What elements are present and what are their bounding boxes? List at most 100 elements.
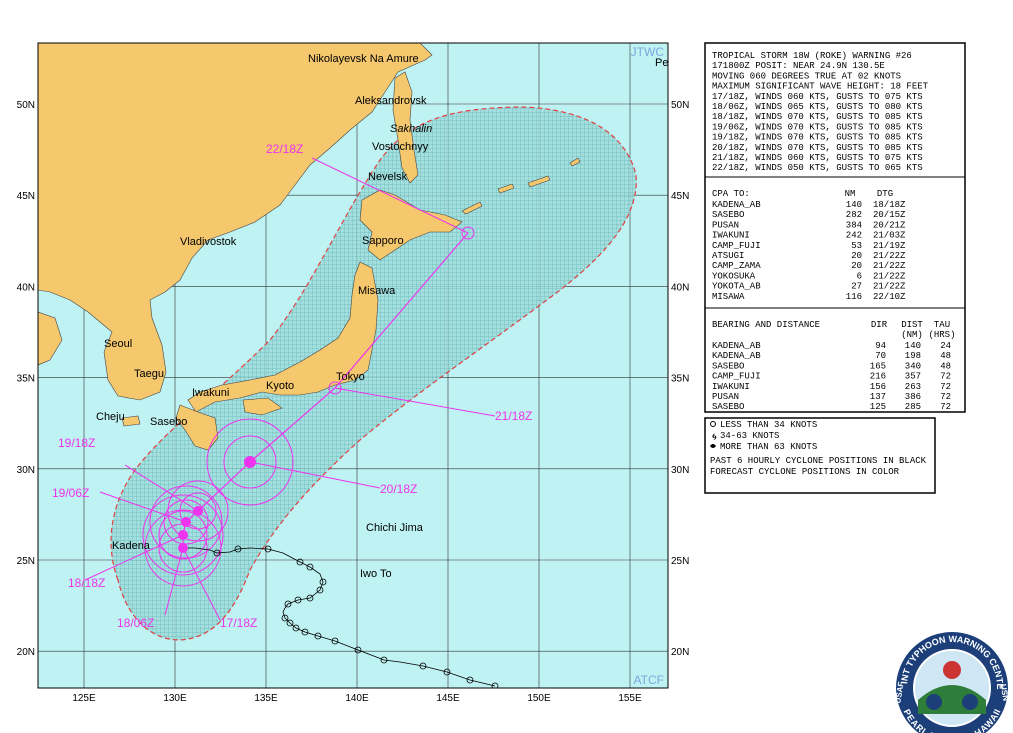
warning-line: 17/18Z, WINDS 060 KTS, GUSTS TO 075 KTS [712, 92, 923, 102]
seal-art [943, 661, 961, 679]
place: Kyoto [266, 380, 294, 392]
cpa-cell: 21/22Z [873, 261, 906, 271]
bearing-cell: 72 [940, 372, 951, 382]
cpa-cell: 21/19Z [873, 241, 906, 251]
bearing-cell: PUSAN [712, 392, 739, 402]
lat-label: 30N [17, 465, 35, 476]
place: Misawa [358, 285, 396, 297]
place: Sapporo [362, 235, 404, 247]
map: Nikolayevsk Na Amure Aleksandrovsk Sakha… [38, 43, 668, 688]
cpa-cell: 20 [851, 251, 862, 261]
bearing-cell: 48 [940, 361, 951, 371]
seal-art [926, 694, 942, 710]
bearing-units: (HRS) [928, 330, 955, 340]
cpa-cell: 384 [846, 220, 862, 230]
warning-line: MOVING 060 DEGREES TRUE AT 02 KNOTS [712, 71, 901, 81]
legend-item: 34-63 KNOTS [720, 431, 779, 441]
time-label: 19/18Z [58, 436, 95, 450]
place: Sasebo [150, 416, 187, 428]
lat-label: 25N [17, 556, 35, 567]
place: Cheju [96, 411, 125, 423]
lat-label: 25N [671, 556, 689, 567]
warning-line: 19/18Z, WINDS 070 KTS, GUSTS TO 085 KTS [712, 133, 923, 143]
bearing-cell: CAMP_FUJI [712, 372, 761, 382]
time-label: 21/18Z [495, 409, 532, 423]
cpa-cell: 20/15Z [873, 210, 906, 220]
bearing-cell: 24 [940, 341, 951, 351]
time-label: 18/18Z [68, 576, 105, 590]
seal-art [962, 694, 978, 710]
place: Vladivostok [180, 236, 237, 248]
cpa-header: NM [845, 189, 856, 199]
bearing-cell: KADENA_AB [712, 341, 761, 351]
bearing-cell: 72 [940, 402, 951, 412]
place: Kadena [112, 540, 151, 552]
cpa-header: CPA TO: [712, 189, 750, 199]
warning-line: TROPICAL STORM 18W (ROKE) WARNING #26 [712, 51, 912, 61]
time-labels: 22/18Z 21/18Z 20/18Z 19/18Z 19/06Z 18/18… [52, 142, 532, 630]
cpa-cell: 21/03Z [873, 231, 906, 241]
place: Vostochnyy [372, 141, 429, 153]
time-label: 17/18Z [220, 616, 257, 630]
place: Sakhalin [390, 123, 432, 135]
legend-item: MORE THAN 63 KNOTS [720, 442, 817, 452]
warning-line: 19/06Z, WINDS 070 KTS, GUSTS TO 085 KTS [712, 122, 923, 132]
bearing-cell: 70 [875, 351, 886, 361]
place: Nevelsk [368, 171, 408, 183]
danger-area [110, 106, 637, 641]
place: Iwakuni [192, 387, 229, 399]
cpa-cell: MISAWA [712, 292, 745, 302]
lat-label: 50N [17, 100, 35, 111]
warning-line: 22/18Z, WINDS 050 KTS, GUSTS TO 065 KTS [712, 163, 923, 173]
warning-line: 18/18Z, WINDS 070 KTS, GUSTS TO 085 KTS [712, 112, 923, 122]
bearing-cell: 263 [905, 382, 921, 392]
lon-label: 125E [72, 693, 96, 704]
bearing-cell: 285 [905, 402, 921, 412]
past-positions [213, 545, 499, 688]
bearing-cell: KADENA_AB [712, 351, 761, 361]
bearing-header: BEARING AND DISTANCE [712, 320, 820, 330]
lat-label: 20N [17, 647, 35, 658]
place: Nikolayevsk Na Amure [308, 53, 419, 65]
lat-label: 45N [17, 191, 35, 202]
bearing-cell: 340 [905, 361, 921, 371]
place-labels: Nikolayevsk Na Amure Aleksandrovsk Sakha… [96, 53, 668, 580]
forecast-positions [178, 456, 256, 553]
place: Taegu [134, 368, 164, 380]
warning-line: 18/06Z, WINDS 065 KTS, GUSTS TO 080 KTS [712, 102, 923, 112]
cpa-cell: 20 [851, 261, 862, 271]
legend-note: FORECAST CYCLONE POSITIONS IN COLOR [710, 467, 900, 477]
cpa-cell: SASEBO [712, 210, 744, 220]
cpa-cell: YOKOTA_AB [712, 282, 761, 292]
lon-label: 135E [254, 693, 278, 704]
bearing-cell: SASEBO [712, 402, 744, 412]
legend-symbol: 🌀︎ [712, 432, 717, 443]
cpa-header: DTG [877, 189, 893, 199]
past-track [183, 547, 496, 687]
cpa-cell: CAMP_FUJI [712, 241, 761, 251]
cpa-cell: 21/22Z [873, 251, 906, 261]
cpa-cell: 20/21Z [873, 220, 906, 230]
warning-line: 20/18Z, WINDS 070 KTS, GUSTS TO 085 KTS [712, 143, 923, 153]
lon-label: 140E [345, 693, 369, 704]
cpa-cell: 22/10Z [873, 292, 906, 302]
bearing-header: DIST [901, 320, 923, 330]
cpa-cell: KADENA_AB [712, 200, 761, 210]
badge: JTWC [631, 45, 665, 59]
bearing-cell: SASEBO [712, 361, 744, 371]
cpa-cell: IWAKUNI [712, 231, 750, 241]
lon-label: 150E [527, 693, 551, 704]
cpa-cell: 21/22Z [873, 282, 906, 292]
bearing-cell: 137 [870, 392, 886, 402]
lat-label: 35N [17, 374, 35, 385]
time-label: 20/18Z [380, 482, 417, 496]
place: Chichi Jima [366, 522, 424, 534]
legend-symbol [710, 421, 716, 427]
lon-label: 145E [436, 693, 460, 704]
legend-note: PAST 6 HOURLY CYCLONE POSITIONS IN BLACK [710, 456, 927, 466]
bearing-cell: 140 [905, 341, 921, 351]
place: Seoul [104, 338, 132, 350]
wind-radii [142, 226, 475, 587]
lat-label: 30N [671, 465, 689, 476]
